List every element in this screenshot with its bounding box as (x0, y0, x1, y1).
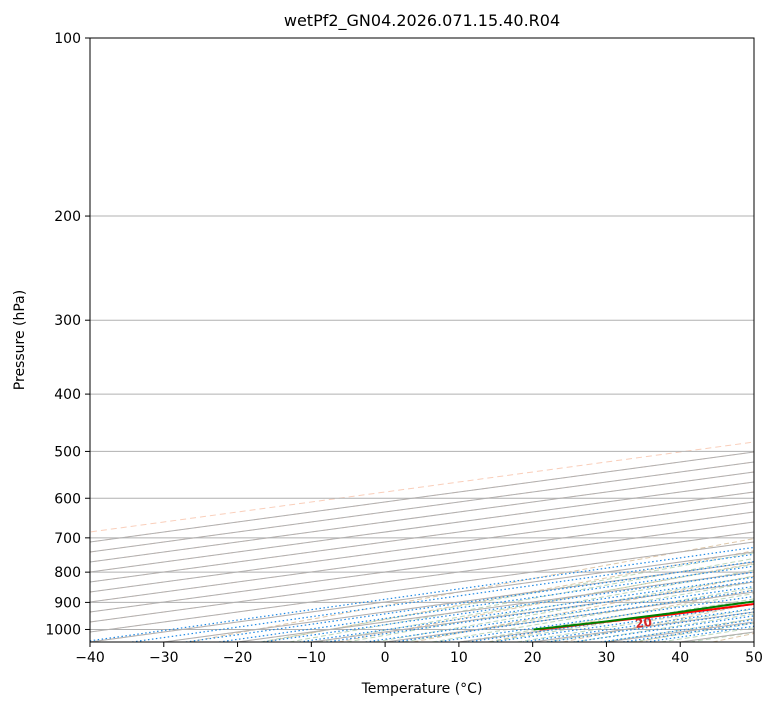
isotherm-gridline (90, 551, 754, 642)
y-tick-label: 900 (54, 595, 81, 611)
x-tick-label: −40 (75, 650, 105, 666)
x-tick-label: 0 (381, 650, 390, 666)
x-tick-label: −10 (297, 650, 327, 666)
x-tick-label: 30 (598, 650, 616, 666)
isobar-gridlines (90, 38, 754, 630)
sounding-series (533, 600, 754, 631)
isotherm-gridline (90, 521, 754, 613)
isotherm-gridline (311, 581, 754, 642)
isotherm-gridline (90, 491, 754, 583)
dry-adiabat (413, 575, 754, 642)
isotherm-gridline (90, 471, 754, 563)
y-tick-label: 200 (54, 209, 81, 225)
y-axis-label: Pressure (hPa) (12, 290, 28, 390)
isotherm-gridline (90, 531, 754, 623)
dry-adiabats (188, 538, 754, 642)
isotherm-gridline (90, 481, 754, 573)
isotherm-gridline (606, 621, 754, 642)
y-tick-label: 1000 (45, 622, 81, 638)
moist-adiabat (660, 627, 754, 642)
mixing-ratio-line (299, 576, 754, 642)
dashed-isotherm (753, 641, 754, 642)
isotherm-gridline (90, 451, 754, 543)
dashed-isotherm (385, 591, 754, 642)
dashed-isotherm (90, 541, 754, 633)
y-tick-label: 600 (54, 491, 81, 507)
isotherm-gridline (532, 611, 754, 642)
mixing-ratio-line (90, 546, 754, 642)
x-tick-label: 50 (745, 650, 763, 666)
isotherm-gridline (90, 461, 754, 553)
moist-adiabat (603, 618, 754, 642)
isotherm-gridlines (90, 451, 754, 642)
isotherm-gridline (90, 511, 754, 603)
temperature-line (539, 602, 754, 631)
mixing-ratio-line (436, 595, 754, 642)
moist-adiabat (403, 581, 754, 642)
plot-frame (89, 37, 755, 643)
dry-adiabat (562, 603, 754, 642)
moist-adiabat (431, 587, 754, 642)
dry-adiabat (263, 550, 754, 642)
y-tick-label: 300 (54, 313, 81, 329)
x-tick-label: 20 (524, 650, 542, 666)
y-axis-ticks: 100 200 300 400 500 600 700 800 900 1000 (45, 31, 90, 638)
dashed-isotherm (532, 611, 754, 642)
chart-title: wetPf2_GN04.2026.071.15.40.R04 (284, 11, 560, 31)
isotherm-label: 40 (310, 679, 328, 695)
moist-adiabat (689, 631, 754, 642)
dewpoint-line (533, 600, 754, 631)
y-tick-label: 800 (54, 565, 81, 581)
y-tick-label: 700 (54, 531, 81, 547)
moist-adiabat (488, 598, 754, 642)
y-tick-label: 400 (54, 387, 81, 403)
y-tick-label: 500 (54, 444, 81, 460)
dry-adiabat (488, 589, 754, 642)
mixing-ratio-line (185, 561, 754, 642)
mixing-ratio-line (522, 607, 754, 642)
plot-area: -100-90-80-70-60-50-40-30-20-10010203040… (90, 38, 754, 695)
isotherm-gridline (753, 641, 754, 642)
moist-adiabat (260, 552, 754, 642)
dashed-isotherm (606, 621, 754, 642)
moist-adiabat (460, 592, 754, 642)
x-axis-label: Temperature (°C) (361, 681, 483, 697)
isotherm-gridline (90, 501, 754, 593)
x-tick-label: 10 (450, 650, 468, 666)
dashed-isotherm (90, 551, 754, 642)
x-tick-label: −30 (149, 650, 179, 666)
x-tick-label: −20 (223, 650, 253, 666)
x-tick-label: 40 (671, 650, 689, 666)
y-tick-label: 100 (54, 31, 81, 47)
isotherm-gridline (90, 541, 754, 633)
dashed-isotherm (311, 581, 754, 642)
isotherm-gridline (385, 591, 754, 642)
x-axis-ticks: −40 −30 −20 −10 0 10 20 30 40 50 (75, 642, 763, 666)
dry-adiabat (338, 562, 754, 642)
mixing-ratio-line (492, 603, 754, 642)
moist-adiabat (289, 557, 754, 642)
dry-adiabat (712, 632, 754, 642)
moist-adiabat (375, 575, 754, 642)
